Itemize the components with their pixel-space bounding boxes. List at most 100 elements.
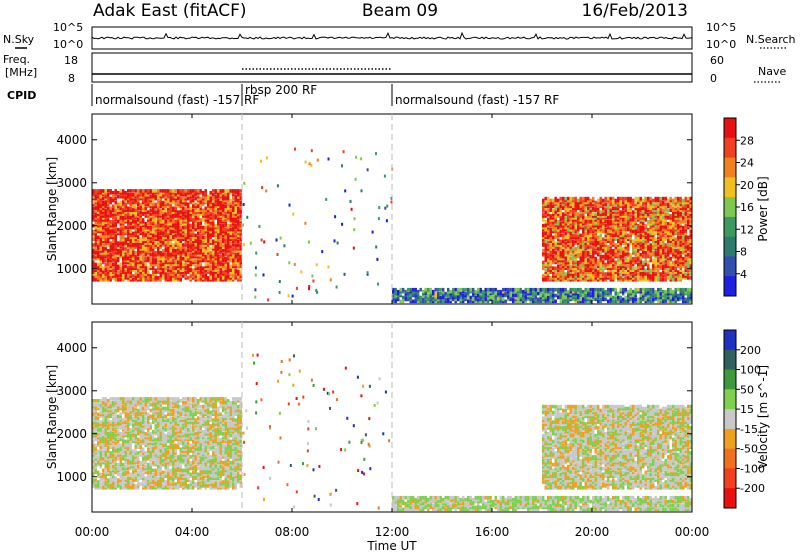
echo-cell (617, 245, 620, 249)
echo-cell (559, 270, 562, 274)
echo-cell (659, 225, 662, 230)
echo-cell (582, 210, 585, 214)
echo-cell (214, 239, 217, 243)
echo-cell (559, 247, 562, 251)
echo-cell (642, 227, 645, 232)
echo-cell (504, 291, 507, 296)
echo-cell (597, 229, 600, 234)
echo-cell (609, 223, 612, 228)
echo-cell (152, 189, 155, 193)
echo-cell (674, 212, 677, 216)
echo-cell (614, 245, 617, 249)
echo-cell (147, 221, 150, 226)
echo-cell (672, 245, 675, 249)
echo-cell (592, 276, 595, 280)
echo-cell (572, 291, 575, 296)
echo-cell (147, 200, 150, 205)
echo-cell (664, 237, 667, 241)
echo-cell (189, 189, 192, 193)
echo-cell (547, 291, 550, 296)
echo-cell (552, 289, 555, 294)
echo-cell (132, 274, 135, 278)
echo-cell (234, 237, 237, 241)
echo-cell (599, 268, 602, 272)
echo-cell (189, 249, 192, 253)
echo-cell (182, 251, 185, 255)
echo-cell (209, 258, 212, 263)
echo-cell (177, 237, 180, 241)
echo-cell (592, 274, 595, 278)
echo-cell (574, 251, 577, 255)
echo-cell (582, 258, 585, 263)
echo-cell (574, 229, 577, 234)
echo-cell (127, 189, 130, 193)
echo-cell (657, 198, 660, 203)
echo-cell (114, 196, 117, 201)
echo-cell (169, 241, 172, 245)
echo-cell (509, 289, 512, 294)
echo-cell (559, 287, 562, 292)
echo-cell (447, 297, 450, 302)
echo-cell (197, 227, 200, 232)
echo-cell (142, 241, 145, 245)
echo-cell (642, 216, 645, 220)
echo-cell (679, 256, 682, 261)
echo-cell (612, 264, 615, 269)
echo-cell (134, 268, 137, 272)
echo-cell (627, 276, 630, 280)
echo-cell (159, 266, 162, 270)
echo-cell (114, 260, 117, 265)
echo-cell (589, 293, 592, 298)
echo-cell (499, 289, 502, 294)
echo-cell (184, 196, 187, 201)
echo-cell (544, 299, 547, 304)
echo-cell (209, 272, 212, 276)
echo-cell (634, 268, 637, 272)
echo-cell (587, 247, 590, 251)
echo-cell (564, 258, 567, 263)
echo-cell (207, 221, 210, 226)
echo-cell (239, 200, 242, 205)
echo-cell (102, 243, 105, 247)
echo-cell (679, 239, 682, 243)
echo-cell (574, 196, 577, 201)
echo-cell (602, 208, 605, 212)
echo-cell (147, 192, 150, 197)
echo-cell (127, 214, 130, 218)
echo-cell (149, 191, 152, 195)
echo-cell (654, 206, 657, 211)
echo-cell (494, 297, 497, 302)
echo-cell (174, 243, 177, 247)
echo-cell (652, 227, 655, 232)
echo-cell (629, 260, 632, 265)
echo-cell (567, 297, 570, 302)
echo-cell (142, 189, 145, 193)
echo-cell (582, 233, 585, 238)
echo-cell (219, 241, 222, 245)
echo-cell (394, 293, 397, 298)
echo-cell (149, 247, 152, 251)
echo-cell (617, 198, 620, 203)
echo-cell (207, 216, 210, 220)
echo-cell (162, 258, 165, 263)
echo-cell (157, 276, 160, 280)
echo-cell (152, 192, 155, 197)
echo-cell (114, 204, 117, 209)
echo-cell (539, 289, 542, 294)
echo-cell (209, 216, 212, 220)
echo-cell (99, 239, 102, 243)
echo-cell (169, 262, 172, 267)
echo-cell (197, 251, 200, 255)
echo-cell (147, 235, 150, 240)
echo-cell (127, 221, 130, 226)
echo-cell (147, 233, 150, 238)
echo-cell (409, 295, 412, 300)
echo-cell (579, 200, 582, 205)
echo-cell (622, 216, 625, 220)
echo-cell (559, 221, 562, 226)
echo-cell (469, 289, 472, 294)
echo-cell (589, 299, 592, 304)
echo-cell (634, 266, 637, 270)
echo-cell (587, 252, 590, 257)
echo-cell (147, 278, 150, 282)
